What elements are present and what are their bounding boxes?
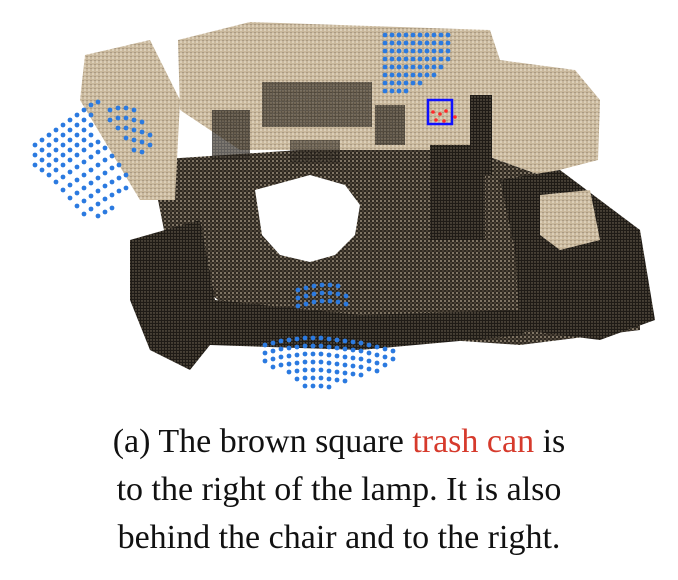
back-wall: [178, 22, 600, 175]
sofa: [262, 82, 372, 127]
chair-right: [375, 105, 405, 145]
caption-suffix: is: [534, 423, 566, 460]
highlight-points: [32, 32, 451, 390]
target-bounding-box: [426, 98, 454, 126]
chair-left: [212, 110, 250, 160]
highlight-cluster-bottom: [262, 282, 396, 390]
point-cloud-scene: [32, 22, 655, 390]
floor-hole: [255, 175, 360, 262]
highlight-cluster-left: [32, 99, 153, 219]
left-wall: [80, 40, 180, 200]
target-points: [431, 109, 457, 123]
front-wall: [130, 220, 525, 370]
door-frame: [470, 95, 492, 175]
caption-line-3: behind the chair and to the right.: [117, 519, 561, 556]
table: [290, 140, 340, 162]
highlight-cluster-top: [382, 32, 451, 94]
right-wall: [500, 170, 655, 340]
caption-line-1: (a) The brown square trash can is: [0, 418, 678, 466]
point-cloud-figure: [32, 22, 655, 390]
caption-line-2: to the right of the lamp. It is also: [116, 471, 562, 508]
figure-caption: (a) The brown square trash can is to the…: [0, 418, 678, 562]
caption-prefix: (a) The brown square: [112, 423, 413, 460]
right-room-furniture: [540, 190, 600, 250]
caption-highlight: trash can: [412, 423, 535, 460]
